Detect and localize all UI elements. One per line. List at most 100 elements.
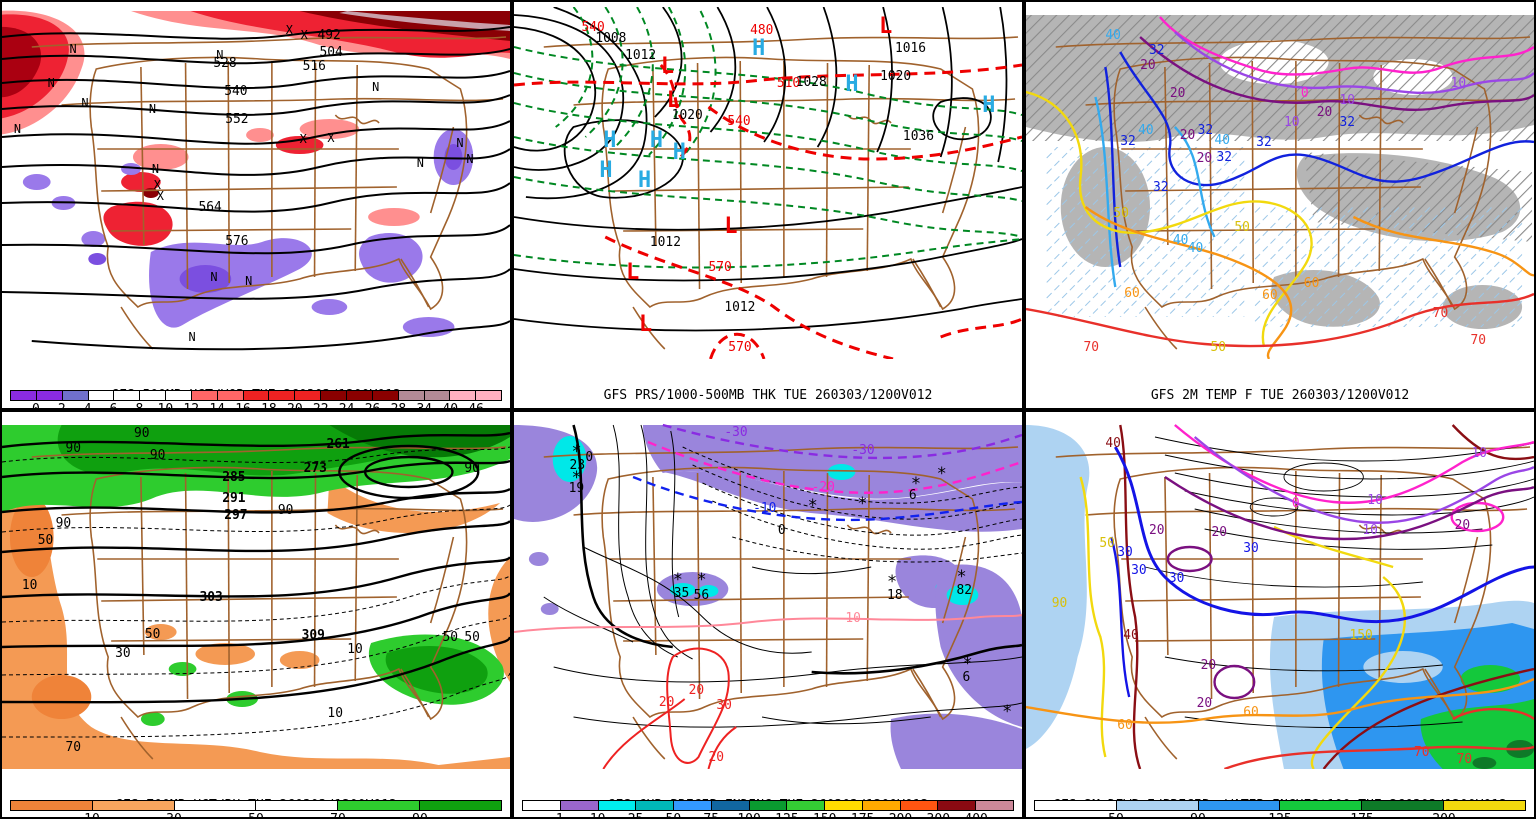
contour-label: 10: [1451, 76, 1467, 91]
contour-label: 150: [1349, 628, 1372, 643]
contour-label: 20: [1197, 696, 1213, 711]
contour-label: 10: [1362, 523, 1378, 538]
panel-title-line: GFS 2M TEMP F TUE 260303/1200V012: [1150, 388, 1410, 403]
contour-label: 40: [1188, 241, 1204, 256]
colorbar-tick: 40: [442, 402, 459, 410]
pressure-center-symbol: H: [650, 128, 663, 153]
contour-label: 40: [1123, 628, 1139, 643]
colorbar-wrap: 0 2 4 6 8 10 12 14 16 18 20 22 24 26 28 34 40 46: [10, 390, 502, 408]
map-6hr-precip-850-temp: -30 -30 -20 -10 0 0 23 19 35 56 82 18 6 6 10 20 20 20 30 * *…: [514, 417, 1022, 769]
contour-label: -30: [851, 443, 874, 458]
contour-label: 60: [1124, 286, 1140, 301]
map-2m-dewp-pwater: 40 40 30 30 30 30 20 20 20 20 20 10 10 10 0 50 90 150 60 60…: [1026, 417, 1534, 769]
contour-label: 1016: [895, 41, 926, 56]
panel-2m-dewp-pwater: 40 40 30 30 30 30 20 20 20 20 20 10 10 10 0 50 90 150 60 60…: [1024, 410, 1536, 819]
colorbar-segment: [862, 801, 901, 810]
contour-label: 90: [278, 503, 294, 518]
colorbar-tick: 70: [330, 812, 346, 817]
contour-label: N: [14, 122, 21, 136]
colorbar-segment: [269, 391, 296, 400]
colorbar-segment: [787, 801, 826, 810]
snow-symbol: *: [937, 463, 947, 483]
contour-label: N: [189, 330, 196, 344]
colorbar-segment: [450, 391, 477, 400]
colorbar-tick: 125: [1268, 812, 1291, 817]
contour-label: 552: [225, 112, 248, 127]
contour-label: 10: [22, 578, 38, 593]
colorbar-tick: 150: [813, 812, 836, 817]
colorbar-segment: [36, 391, 63, 400]
contour-label: 40: [1105, 28, 1121, 43]
contour-label: 70: [66, 740, 82, 755]
contour-label: 540: [224, 84, 247, 99]
contour-label: 6: [909, 488, 917, 503]
pressure-center-symbol: H: [603, 128, 616, 153]
colorbar-ticks: 0 2 4 6 8 10 12 14 16 18 20 22 24 26 28 34 40 46: [10, 402, 502, 410]
colorbar-tick: 50: [666, 812, 682, 817]
colorbar-segment: [825, 801, 863, 810]
colorbar-tick: 6: [109, 402, 118, 410]
contour-label: 35: [674, 586, 690, 601]
contour-label: 1020: [672, 108, 703, 123]
panel-700mb-hgt-rh: 261 273 285 291 297 303 309 90 90 90 90 90 90 50 50 50 5…: [0, 410, 512, 819]
contour-label: 50: [38, 533, 54, 548]
colorbar-tick: 10: [84, 812, 100, 817]
colorbar-segment: [420, 801, 501, 810]
contour-label: 564: [198, 200, 221, 215]
contour-label: 18: [887, 588, 903, 603]
pressure-center-symbol: H: [599, 158, 612, 183]
colorbar-segment: [166, 391, 192, 400]
colorbar-segment: [749, 801, 788, 810]
panel-titles: GFS PRS/1000-500MB THK TUE 260303/1200V0…: [514, 361, 1022, 408]
colorbar-segment: [88, 391, 115, 400]
contour-label: 20: [689, 683, 705, 698]
pressure-center-symbol: H: [673, 140, 686, 165]
colorbar-segment: [338, 801, 421, 810]
colorbar-tick: 20: [287, 402, 303, 410]
map-2m-temp-clouds: 40 40 40 40 40 32 32 32 32 32 32 32 20 20 20 20 20 10 10 10…: [1026, 7, 1534, 359]
contour-label: 20: [1201, 658, 1217, 673]
contour-label: 570: [708, 260, 731, 275]
contour-label: 50: [1234, 220, 1250, 235]
contour-label: 70: [1433, 306, 1449, 321]
panel-prs-thickness: 540 480 510 540 570 570 1008 1012 1016 1020 1028 10…: [512, 0, 1024, 410]
colorbar-segment: [321, 391, 347, 400]
contour-label: 20: [1170, 86, 1186, 101]
colorbar-tick: 25: [628, 812, 644, 817]
contour-label: 0: [1292, 496, 1300, 511]
snow-symbol: *: [957, 566, 967, 586]
contour-label: 1012: [724, 300, 755, 315]
colorbar-segment: [398, 391, 425, 400]
colorbar-segment: [900, 801, 939, 810]
panel-title-line: GFS PRS/1000-500MB THK TUE 260303/1200V0…: [603, 388, 933, 403]
colorbar-ticks: 1 10 25 50 75 100 125 150 175 200 300 400: [522, 812, 1014, 817]
contour-label: 70: [1084, 340, 1100, 355]
colorbar: [10, 800, 502, 811]
contour-label: 20: [1455, 518, 1471, 533]
colorbar-tick: 14: [209, 402, 225, 410]
contour-label: 30: [115, 646, 131, 661]
contour-label: 50: [145, 627, 161, 642]
pressure-center-symbol: L: [667, 88, 680, 113]
colorbar-tick: 175: [851, 812, 874, 817]
contour-label: 32: [1217, 150, 1233, 165]
contour-label: 60: [1304, 276, 1320, 291]
contour-label: 10: [347, 642, 363, 657]
contour-label: -30: [724, 425, 747, 440]
snow-symbol: *: [673, 569, 683, 589]
colorbar-tick: 12: [183, 402, 200, 410]
contour-label: N: [466, 152, 473, 166]
colorbar-segment: [62, 391, 89, 400]
contour-label: 40: [1105, 436, 1121, 451]
colorbar-segment: [636, 801, 675, 810]
contour-label: 19: [569, 481, 585, 496]
pressure-center-symbol: L: [661, 54, 674, 79]
contour-label: 20: [1197, 151, 1213, 166]
contour-label: 1012: [625, 48, 656, 63]
contour-label: 540: [727, 114, 750, 129]
contour-label: 10: [845, 611, 861, 626]
contour-label: 50: [1113, 206, 1129, 221]
colorbar-segment: [523, 801, 561, 810]
contour-label: 90: [66, 441, 82, 456]
contour-label: 0: [1301, 86, 1309, 101]
